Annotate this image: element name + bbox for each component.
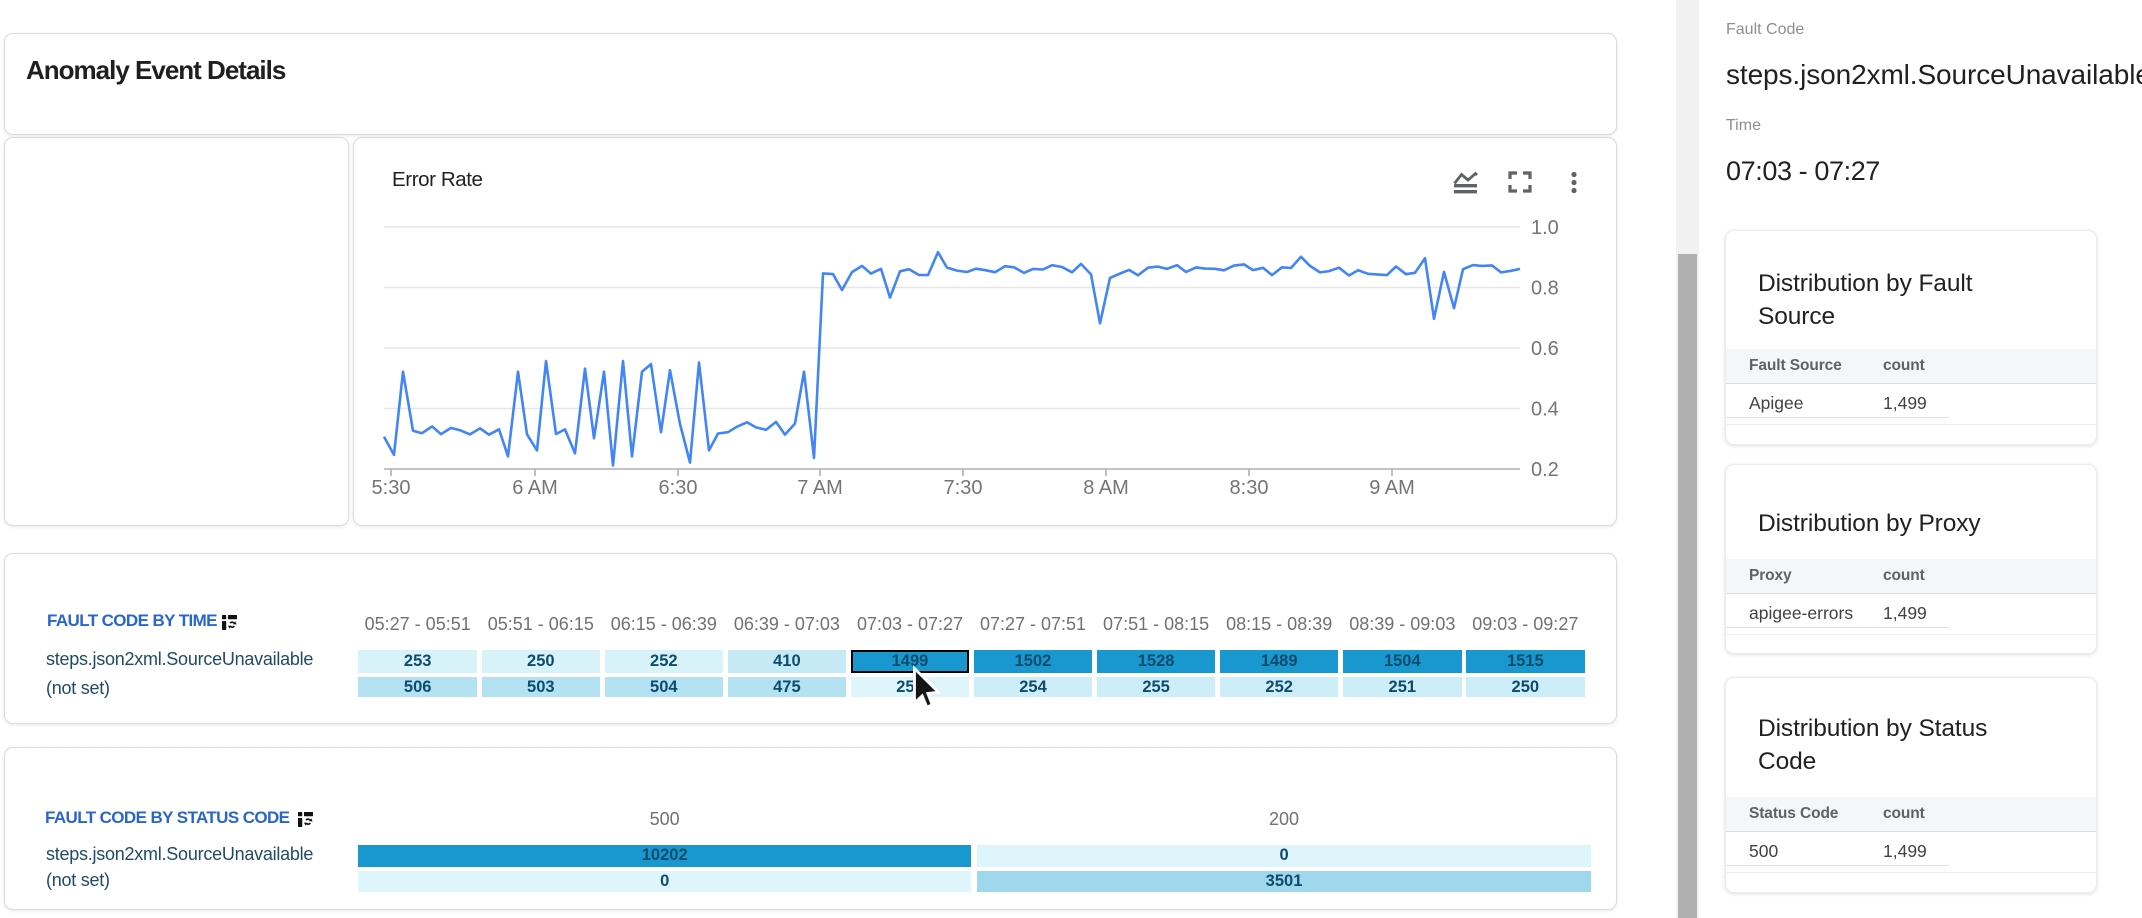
svg-text:1.0: 1.0: [1531, 217, 1559, 239]
svg-text:8:30: 8:30: [1230, 477, 1269, 499]
svg-text:7:30: 7:30: [944, 477, 983, 499]
svg-text:0.4: 0.4: [1531, 399, 1559, 421]
svg-text:9 AM: 9 AM: [1369, 477, 1415, 499]
svg-text:8 AM: 8 AM: [1083, 477, 1129, 499]
svg-text:0.8: 0.8: [1531, 278, 1559, 300]
svg-text:5:30: 5:30: [372, 477, 411, 499]
svg-text:0.6: 0.6: [1531, 338, 1559, 360]
svg-text:0.2: 0.2: [1531, 459, 1559, 481]
svg-text:7 AM: 7 AM: [797, 477, 843, 499]
svg-text:6:30: 6:30: [659, 477, 698, 499]
svg-text:6 AM: 6 AM: [512, 477, 558, 499]
